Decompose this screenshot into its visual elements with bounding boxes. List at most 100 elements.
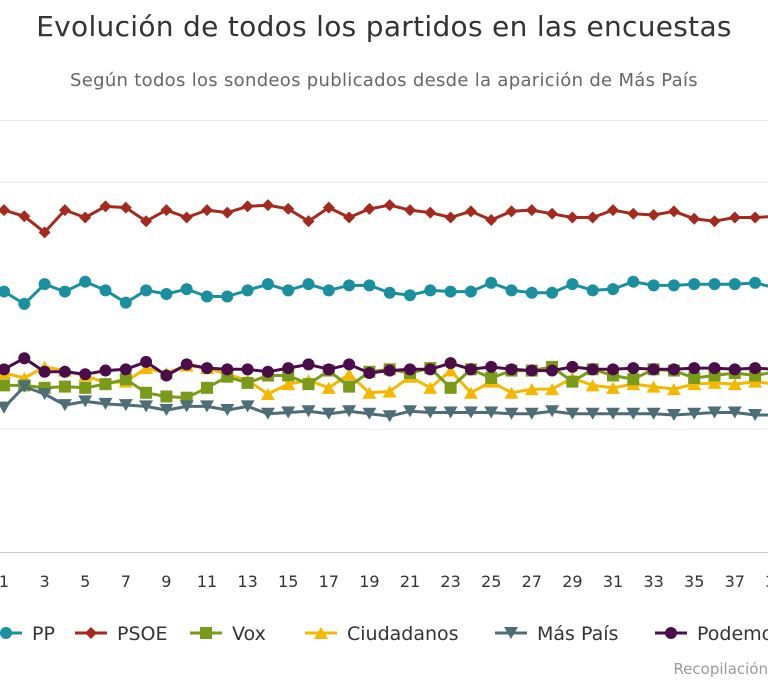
data-point-mas-pais xyxy=(281,406,296,419)
series-psoe xyxy=(0,199,768,239)
data-point-psoe xyxy=(607,204,619,217)
data-point-pp xyxy=(383,286,396,299)
data-point-podemos xyxy=(119,363,132,376)
data-point-mas-pais xyxy=(260,407,275,420)
series-podemos xyxy=(0,352,768,382)
legend-symbol xyxy=(85,627,97,639)
data-point-podemos xyxy=(18,352,31,365)
data-point-mas-pais xyxy=(179,400,194,413)
legend-label: Podemos xyxy=(697,623,768,645)
data-point-psoe xyxy=(728,211,741,224)
data-point-podemos xyxy=(424,363,437,376)
data-point-mas-pais xyxy=(321,407,336,420)
data-point-psoe xyxy=(79,211,92,224)
legend-item-psoe[interactable]: PSOE xyxy=(75,623,167,645)
data-point-psoe xyxy=(99,200,112,213)
data-point-mas-pais xyxy=(17,380,32,393)
legend-item-mas-pais[interactable]: Más País xyxy=(495,623,618,645)
data-point-vox xyxy=(119,373,132,386)
data-point-psoe xyxy=(404,204,416,217)
legend-item-pp[interactable]: PP xyxy=(0,623,55,645)
data-point-podemos xyxy=(180,358,193,371)
data-point-podemos xyxy=(160,369,173,382)
data-point-mas-pais xyxy=(37,388,52,401)
data-point-psoe xyxy=(343,211,356,224)
data-point-podemos xyxy=(444,357,457,370)
data-point-ciudadanos xyxy=(443,364,458,377)
data-point-psoe xyxy=(444,211,457,224)
data-point-mas-pais xyxy=(646,407,661,420)
x-axis: 13579111315171921232527293133353739 xyxy=(0,552,768,591)
data-point-podemos xyxy=(140,355,153,368)
data-point-mas-pais xyxy=(626,407,641,420)
data-point-vox xyxy=(627,373,640,386)
data-point-vox xyxy=(58,380,71,393)
data-point-vox xyxy=(444,381,457,394)
data-point-podemos xyxy=(667,363,680,376)
data-point-psoe xyxy=(505,205,518,218)
legend: PP PSOE Vox Ciudadanos Más País Podemos xyxy=(0,623,768,645)
data-point-mas-pais xyxy=(463,406,478,419)
x-tick-label: 23 xyxy=(440,572,460,591)
data-point-podemos xyxy=(485,360,498,373)
data-point-psoe xyxy=(322,201,335,214)
data-point-pp xyxy=(505,284,518,297)
data-point-psoe xyxy=(140,215,153,228)
data-point-ciudadanos xyxy=(463,386,478,399)
data-point-psoe xyxy=(627,207,640,220)
data-point-vox xyxy=(241,376,254,389)
x-tick-label: 19 xyxy=(359,572,379,591)
data-point-pp xyxy=(607,283,619,296)
data-point-pp xyxy=(99,284,112,297)
data-point-ciudadanos xyxy=(646,380,661,393)
data-point-mas-pais xyxy=(666,408,681,421)
data-point-podemos xyxy=(404,363,416,376)
chart-subtitle: Según todos los sondeos publicados desde… xyxy=(70,70,698,91)
data-point-pp xyxy=(18,297,31,310)
legend-item-vox[interactable]: Vox xyxy=(190,623,266,645)
data-point-podemos xyxy=(546,364,559,377)
data-point-podemos xyxy=(586,363,599,376)
data-point-podemos xyxy=(99,364,112,377)
legend-label: PSOE xyxy=(117,623,167,645)
data-point-ciudadanos xyxy=(666,383,681,396)
data-point-pp xyxy=(261,278,274,291)
legend-item-podemos[interactable]: Podemos xyxy=(655,623,768,645)
data-point-mas-pais xyxy=(200,400,214,413)
data-point-psoe xyxy=(180,211,193,224)
data-point-podemos xyxy=(201,362,213,375)
legend-item-ciudadanos[interactable]: Ciudadanos xyxy=(305,623,459,645)
chart-title: Evolución de todos los partidos en las e… xyxy=(36,10,732,43)
data-point-psoe xyxy=(221,206,234,219)
data-point-psoe xyxy=(566,211,579,224)
data-point-ciudadanos xyxy=(362,386,377,399)
data-point-ciudadanos xyxy=(260,388,275,401)
data-point-psoe xyxy=(241,200,254,213)
data-point-mas-pais xyxy=(362,407,377,420)
data-point-psoe xyxy=(302,215,315,228)
x-tick-label: 25 xyxy=(481,572,501,591)
data-point-podemos xyxy=(708,362,721,375)
data-point-podemos xyxy=(282,362,295,375)
data-point-ciudadanos xyxy=(707,376,722,389)
x-tick-label: 13 xyxy=(237,572,257,591)
data-point-psoe xyxy=(424,206,437,219)
data-point-pp xyxy=(485,276,498,289)
data-point-psoe xyxy=(282,202,295,215)
data-point-podemos xyxy=(58,365,71,378)
data-point-ciudadanos xyxy=(382,385,397,398)
data-point-psoe xyxy=(464,205,477,218)
x-tick-label: 5 xyxy=(80,572,90,591)
data-point-mas-pais xyxy=(727,406,742,419)
data-point-psoe xyxy=(363,202,376,215)
data-point-podemos xyxy=(261,365,274,378)
x-tick-label: 9 xyxy=(161,572,171,591)
data-point-pp xyxy=(343,279,356,292)
data-point-psoe xyxy=(18,210,31,223)
data-point-vox xyxy=(302,378,315,391)
data-point-pp xyxy=(627,275,640,288)
data-point-ciudadanos xyxy=(545,383,560,396)
data-point-vox xyxy=(566,375,579,388)
data-point-psoe xyxy=(160,204,173,217)
data-point-mas-pais xyxy=(443,406,458,419)
